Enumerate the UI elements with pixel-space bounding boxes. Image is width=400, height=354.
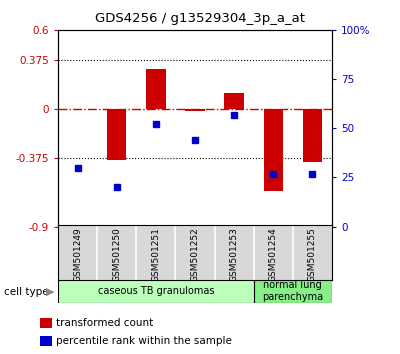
Bar xyxy=(214,225,254,280)
Bar xyxy=(107,109,126,160)
Text: GSM501254: GSM501254 xyxy=(269,228,278,282)
Bar xyxy=(254,225,293,280)
Text: GSM501252: GSM501252 xyxy=(190,228,200,282)
Bar xyxy=(293,225,332,280)
Bar xyxy=(176,225,214,280)
Text: ▶: ▶ xyxy=(46,287,54,297)
Text: normal lung
parenchyma: normal lung parenchyma xyxy=(262,280,324,302)
Bar xyxy=(185,109,205,111)
Bar xyxy=(264,109,283,191)
Bar xyxy=(58,225,97,280)
Bar xyxy=(58,280,254,303)
Text: GSM501255: GSM501255 xyxy=(308,228,317,282)
Bar xyxy=(224,93,244,109)
Text: GSM501249: GSM501249 xyxy=(73,228,82,282)
Text: GDS4256 / g13529304_3p_a_at: GDS4256 / g13529304_3p_a_at xyxy=(95,12,305,25)
Text: GSM501253: GSM501253 xyxy=(230,228,239,282)
Bar xyxy=(303,109,322,162)
Text: GSM501250: GSM501250 xyxy=(112,228,121,282)
Bar xyxy=(136,225,176,280)
Text: caseous TB granulomas: caseous TB granulomas xyxy=(98,286,214,296)
Text: percentile rank within the sample: percentile rank within the sample xyxy=(56,336,232,346)
Bar xyxy=(254,280,332,303)
Text: cell type: cell type xyxy=(4,287,49,297)
Bar xyxy=(97,225,136,280)
Text: transformed count: transformed count xyxy=(56,318,153,328)
Bar xyxy=(146,69,166,109)
Text: GSM501251: GSM501251 xyxy=(151,228,160,282)
